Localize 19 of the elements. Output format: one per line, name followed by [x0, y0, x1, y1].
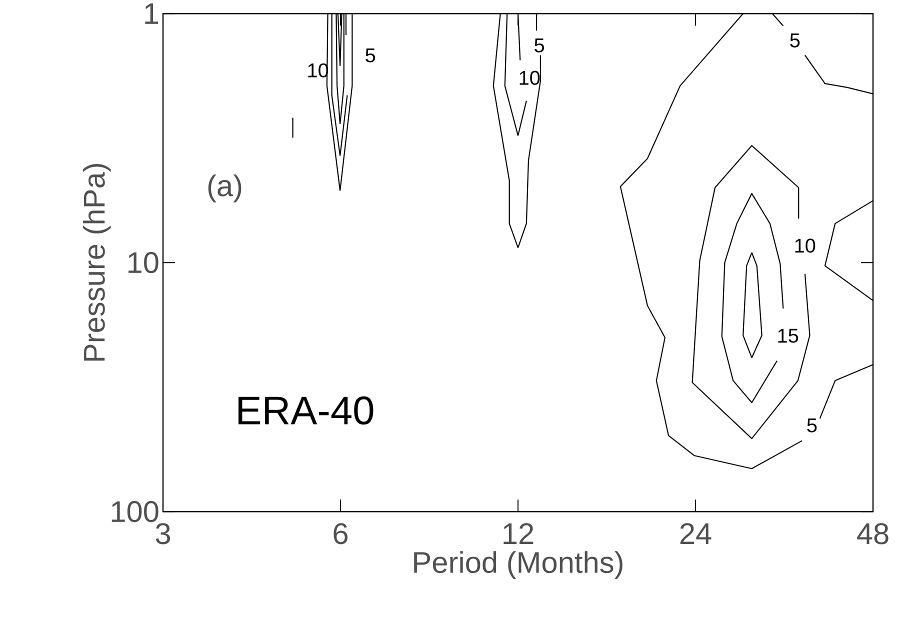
- annotation: 5: [366, 48, 376, 63]
- annotation: 5: [790, 34, 800, 48]
- annotation: 5: [807, 418, 817, 433]
- y-tick-label: 10: [128, 252, 158, 274]
- x-tick-label: 3: [156, 523, 170, 544]
- x-tick-label: 12: [504, 523, 534, 544]
- x-tick-label: 6: [334, 523, 348, 544]
- x-tick-label: 48: [857, 523, 888, 544]
- x-axis-title: Period (Months): [414, 551, 622, 580]
- annotation: 5: [534, 38, 544, 53]
- y-axis-title: Pressure (hPa): [82, 164, 111, 361]
- annotation: (a): [208, 174, 242, 203]
- annotation: 10: [795, 238, 816, 253]
- y-tick-label: 1: [145, 4, 158, 24]
- annotation: ERA-40: [238, 396, 374, 425]
- x-tick-label: 24: [680, 523, 712, 544]
- annotation: 15: [778, 329, 798, 343]
- annotation: 10: [520, 71, 540, 86]
- y-tick-label: 100: [112, 501, 158, 522]
